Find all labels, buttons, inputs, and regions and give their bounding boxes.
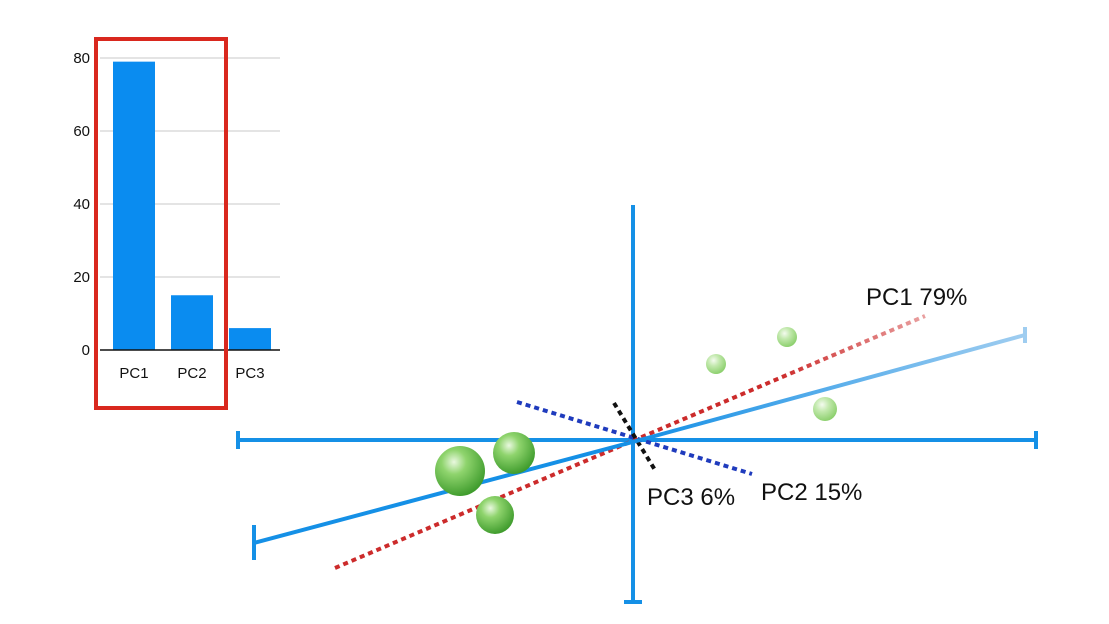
y-tick-label: 0 bbox=[82, 342, 90, 359]
pc3-dashed-line bbox=[612, 401, 657, 472]
pc2-label: PC2 15% bbox=[761, 479, 862, 506]
y-tick-labels: 0 20 40 60 80 bbox=[73, 50, 90, 359]
pca-diagram: PC1 79% PC2 15% PC3 6% bbox=[236, 205, 1038, 604]
data-point bbox=[706, 354, 726, 374]
y-tick-label: 20 bbox=[73, 269, 90, 286]
pc2-dashed-line bbox=[516, 400, 753, 476]
bars bbox=[113, 61, 271, 351]
x-tick-labels: PC1 PC2 PC3 bbox=[119, 365, 264, 382]
data-points bbox=[435, 327, 837, 534]
data-point bbox=[813, 397, 837, 421]
y-tick-label: 40 bbox=[73, 196, 90, 213]
pc1-label: PC1 79% bbox=[866, 284, 967, 311]
data-point bbox=[777, 327, 797, 347]
bar-pc2 bbox=[171, 295, 213, 350]
bar-pc3 bbox=[229, 328, 271, 350]
vertical-axis bbox=[624, 205, 642, 604]
x-tick-label-pc3: PC3 bbox=[235, 365, 264, 382]
data-point bbox=[476, 496, 514, 534]
data-point bbox=[493, 432, 535, 474]
highlight-box bbox=[94, 37, 228, 410]
pc3-label: PC3 6% bbox=[647, 484, 735, 511]
y-tick-label: 60 bbox=[73, 123, 90, 140]
y-tick-label: 80 bbox=[73, 50, 90, 67]
x-tick-label-pc1: PC1 bbox=[119, 365, 148, 382]
pc1-dashed-line bbox=[334, 314, 926, 570]
data-point bbox=[435, 446, 485, 496]
bar-pc1 bbox=[113, 61, 155, 351]
x-tick-label-pc2: PC2 bbox=[177, 365, 206, 382]
variance-bar-chart: 0 20 40 60 80 PC1 PC2 PC3 bbox=[73, 37, 280, 410]
